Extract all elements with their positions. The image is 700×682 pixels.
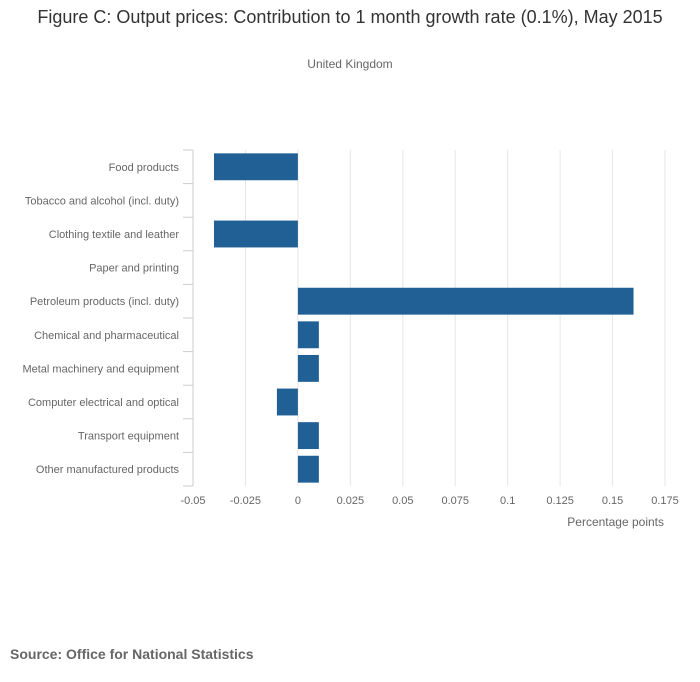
category-label: Food products bbox=[109, 162, 180, 174]
x-axis-ticks: -0.05 -0.025 0 0.025 0.05 0.075 0.1 0.125 0.15 0.… bbox=[180, 495, 678, 507]
bar bbox=[276, 388, 298, 416]
category-label: Metal machinery and equipment bbox=[22, 363, 179, 375]
x-tick-label: 0.1 bbox=[500, 495, 515, 507]
x-tick-label: 0.175 bbox=[651, 495, 679, 507]
bar bbox=[297, 354, 319, 382]
category-label: Petroleum products (incl. duty) bbox=[30, 296, 179, 308]
x-axis-title: Percentage points bbox=[567, 515, 664, 529]
x-tick-label: 0.025 bbox=[337, 495, 365, 507]
bars bbox=[213, 153, 634, 483]
y-axis bbox=[183, 149, 194, 487]
x-tick-label: 0.15 bbox=[602, 495, 623, 507]
bar bbox=[213, 153, 298, 181]
category-label: Other manufactured products bbox=[36, 464, 180, 476]
chart-title: Figure C: Output prices: Contribution to… bbox=[37, 7, 663, 27]
category-label: Clothing textile and leather bbox=[49, 229, 180, 241]
category-label: Transport equipment bbox=[78, 431, 179, 443]
source-note: Source: Office for National Statistics bbox=[10, 646, 254, 662]
bar bbox=[297, 321, 319, 349]
category-label: Tobacco and alcohol (incl. duty) bbox=[25, 195, 179, 207]
x-tick-label: 0.125 bbox=[546, 495, 574, 507]
bar bbox=[213, 220, 298, 248]
bar bbox=[297, 422, 319, 450]
x-tick-label: 0 bbox=[295, 495, 301, 507]
x-tick-label: 0.05 bbox=[392, 495, 413, 507]
bar bbox=[297, 455, 319, 483]
category-label: Computer electrical and optical bbox=[28, 397, 179, 409]
x-tick-label: 0.075 bbox=[441, 495, 469, 507]
chart-subtitle: United Kingdom bbox=[307, 57, 393, 71]
x-tick-label: -0.05 bbox=[180, 495, 205, 507]
bar bbox=[297, 287, 634, 315]
category-labels: Food products Tobacco and alcohol (incl. … bbox=[22, 162, 179, 476]
category-label: Paper and printing bbox=[89, 263, 179, 275]
category-label: Chemical and pharmaceutical bbox=[34, 330, 179, 342]
x-tick-label: -0.025 bbox=[230, 495, 261, 507]
